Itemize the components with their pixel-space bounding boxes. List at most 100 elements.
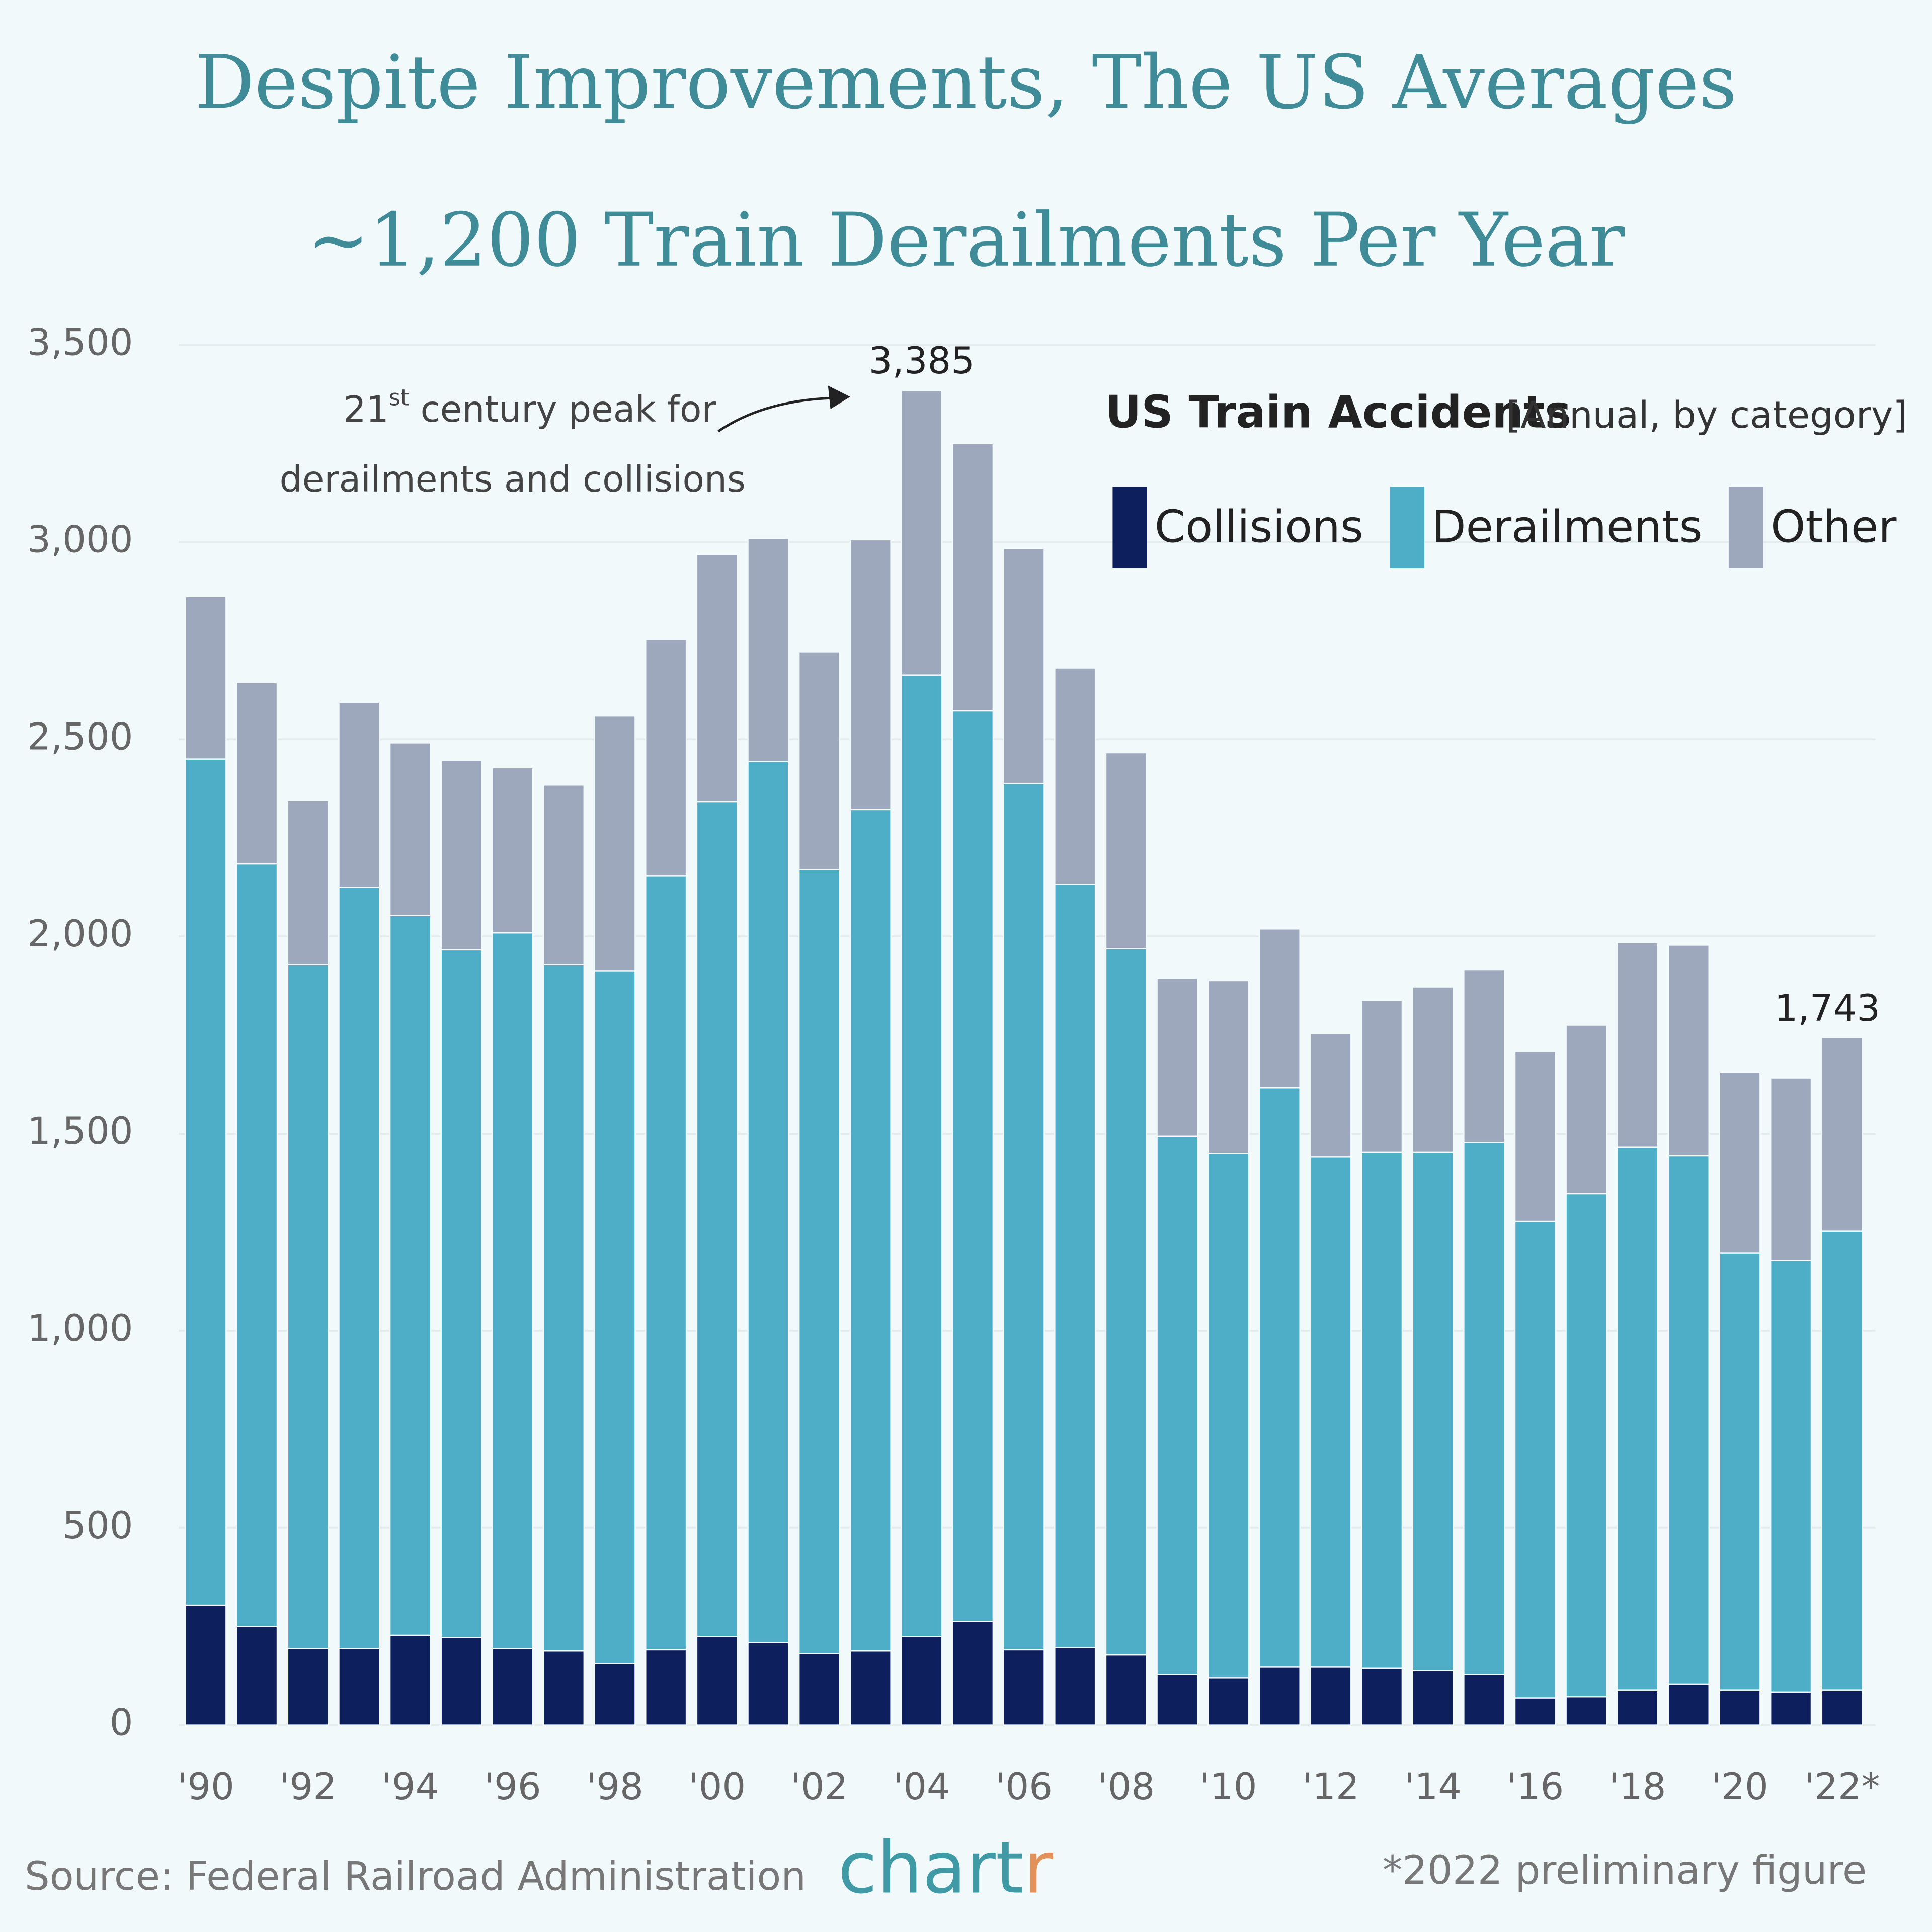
bar-segment: [1105, 948, 1147, 1656]
bar-segment: [1769, 1077, 1812, 1261]
x-tick-label: '08: [1098, 1765, 1155, 1808]
bar-segment: [440, 949, 482, 1638]
chart-title: Despite Improvements, The US Averages: [195, 39, 1737, 125]
bar-segment: [645, 875, 687, 1651]
bar-segment: [185, 758, 227, 1606]
bar-segment: [1054, 1646, 1096, 1726]
annotation-text: 21: [343, 388, 388, 430]
bar-segment: [645, 638, 687, 877]
bar-segment: [542, 1650, 585, 1726]
y-tick-label: 0: [110, 1702, 133, 1744]
bar-segment: [1719, 1071, 1761, 1254]
bar-segment: [849, 1650, 892, 1726]
bar-segment: [1463, 1142, 1505, 1675]
bar-segment: [1617, 1689, 1659, 1726]
bar-segment: [1310, 1666, 1352, 1726]
bar-segment: [951, 710, 994, 1622]
bar-segment: [1821, 1689, 1863, 1726]
bar-segment: [1258, 1087, 1301, 1668]
bar-segment: [235, 863, 278, 1627]
bar-segment: [492, 767, 534, 934]
bar-segment: [338, 701, 380, 888]
annotation-arrowhead: [828, 385, 850, 410]
bar-segment: [951, 443, 994, 712]
bar-segment: [1667, 1683, 1710, 1726]
bar-segment: [235, 682, 278, 865]
bar-segment: [1412, 1151, 1454, 1671]
logo-text: r: [1024, 1826, 1054, 1909]
legend-label: Other: [1770, 501, 1897, 552]
legend-swatch: [1728, 487, 1763, 568]
bar-segment: [1667, 1155, 1710, 1685]
bar-segment: [1719, 1252, 1761, 1691]
bar-segment: [1360, 1151, 1403, 1669]
source: Source: Federal Railroad Administration: [25, 1854, 806, 1899]
legend-label: Collisions: [1155, 501, 1363, 552]
bar-segment: [1360, 1667, 1403, 1726]
bar-segment: [594, 715, 636, 972]
x-tick-label: '94: [382, 1765, 439, 1808]
bar-segment: [696, 1636, 738, 1726]
bar-segment: [492, 1648, 534, 1726]
bar-segment: [1003, 1649, 1045, 1726]
bar-segment: [542, 784, 585, 965]
bar-segment: [440, 759, 482, 951]
logo-text: chart: [838, 1826, 1023, 1909]
bar-segment: [1617, 1146, 1659, 1691]
bar-segment: [1412, 986, 1454, 1153]
bar-segment: [798, 1653, 841, 1726]
bar-segment: [747, 538, 789, 762]
bar-segment: [1617, 942, 1659, 1148]
bar-segment: [287, 1648, 329, 1726]
bar-segment: [951, 1621, 994, 1726]
bar-segment: [645, 1649, 687, 1726]
bar-segment: [798, 651, 841, 871]
bar-segment: [338, 887, 380, 1649]
plot: 0 500 1,000 1,500 2,000 2,500 3,000 3,500 '90 '92…: [27, 321, 1880, 1808]
bar-segment: [338, 1648, 380, 1726]
bar-segment: [1514, 1697, 1557, 1726]
bar-segment: [901, 674, 943, 1637]
bar-segment: [389, 742, 432, 916]
legend-label: Derailments: [1432, 501, 1703, 552]
bar-segment: [185, 596, 227, 760]
bar-segment: [1156, 1674, 1198, 1726]
bar-segment: [1463, 1674, 1505, 1726]
bar-segment: [696, 801, 738, 1637]
legend-subtitle: [Annual, by category]: [1506, 394, 1907, 437]
bar-segment: [1769, 1691, 1812, 1726]
bar-segment: [901, 389, 943, 676]
bar-segment: [235, 1626, 278, 1726]
x-tick-label: '22*: [1804, 1765, 1880, 1808]
total-label: 3,385: [869, 340, 975, 382]
y-tick-label: 3,500: [27, 321, 133, 364]
bar-segment: [440, 1637, 482, 1726]
bar-segment: [389, 915, 432, 1636]
bar-segment: [594, 1663, 636, 1726]
bar-segment: [389, 1634, 432, 1726]
total-label: 1,743: [1775, 987, 1880, 1030]
annotation: derailments and collisions: [280, 458, 746, 500]
y-tick-label: 1,000: [27, 1307, 133, 1350]
bar-segment: [1258, 1666, 1301, 1726]
y-tick-label: 2,000: [27, 913, 133, 955]
bar-segment: [542, 964, 585, 1652]
bar-segment: [798, 869, 841, 1654]
x-tick-label: '06: [995, 1765, 1053, 1808]
x-tick-label: '00: [688, 1765, 746, 1808]
bar-segment: [1156, 1135, 1198, 1675]
bar-segment: [1769, 1260, 1812, 1693]
bar-segment: [1208, 1153, 1250, 1679]
y-tick-label: 2,500: [27, 715, 133, 758]
x-tick-label: '02: [791, 1765, 848, 1808]
bar-segment: [747, 1642, 789, 1726]
annotation-arrow: [717, 396, 833, 433]
bar-segment: [1208, 980, 1250, 1154]
x-tick-label: '04: [893, 1765, 950, 1808]
legend: Collisions Derailments Other: [1112, 487, 1897, 568]
bar-segment: [1667, 944, 1710, 1157]
bar-segment: [1565, 1696, 1607, 1726]
legend-swatch: [1390, 487, 1425, 568]
bar-segment: [1054, 884, 1096, 1648]
